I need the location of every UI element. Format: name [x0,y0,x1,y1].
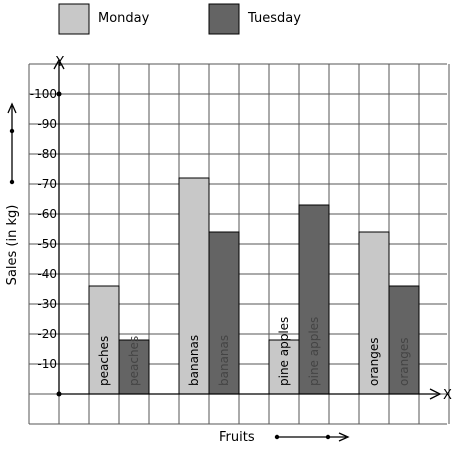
x-axis-label: Fruits [219,430,255,445]
y-top-dot [56,91,62,97]
y-tick-label: -40 [37,267,57,281]
bar-tuesday-oranges [388,285,420,395]
bar-monday-peaches [88,285,120,395]
legend-label-monday: Monday [98,11,150,26]
bar-tuesday-pine-apples [298,204,330,395]
bar-label: pine apples [307,317,321,386]
y-tick-label: -80 [37,147,57,161]
x-axis-letter: X [443,388,452,403]
bars: peaches peaches bananas bananas pine apples p… [88,177,420,395]
y-ticks: -10 -20 -30 -40 -50 -60 -70 -80 -90 -100 [30,87,57,371]
y-tick-label: -90 [37,117,57,131]
bar-label: peaches [127,336,141,386]
bar-label: pine apples [277,317,291,386]
bar-label: bananas [187,335,201,386]
axes [53,58,442,400]
y-axis-letter: Y [55,55,64,70]
xlabel-arrowhead [338,432,350,442]
y-tick-label: -10 [37,357,57,371]
bar-label: bananas [217,335,231,386]
xlabel-arrow-dot [325,434,331,440]
xlabel-arrow-dot [274,434,280,440]
y-tick-label: -20 [37,327,57,341]
y-tick-label: -70 [37,177,57,191]
ylabel-arrow-dot [9,128,15,134]
ylabel-arrow-dot [9,179,15,185]
ylabel-arrowhead [7,102,17,114]
bar-label: oranges [367,338,381,387]
legend-label-tuesday: Tuesday [247,11,301,26]
bar-label: oranges [397,338,411,387]
legend-swatch-monday [58,3,90,35]
y-tick-label: -30 [37,297,57,311]
legend-swatch-tuesday [208,3,240,35]
bar-monday-pine-apples [268,339,300,395]
y-axis-arrowhead [53,58,65,70]
y-tick-label: -50 [37,237,57,251]
axis-arrows [7,102,350,442]
legend: Monday Tuesday [58,3,301,35]
x-axis-arrowhead [429,388,442,400]
y-tick-label: -60 [37,207,57,221]
y-tick-label: -100 [30,87,57,101]
y-axis-label: Sales (in kg) [5,205,20,286]
bar-label: peaches [97,336,111,386]
